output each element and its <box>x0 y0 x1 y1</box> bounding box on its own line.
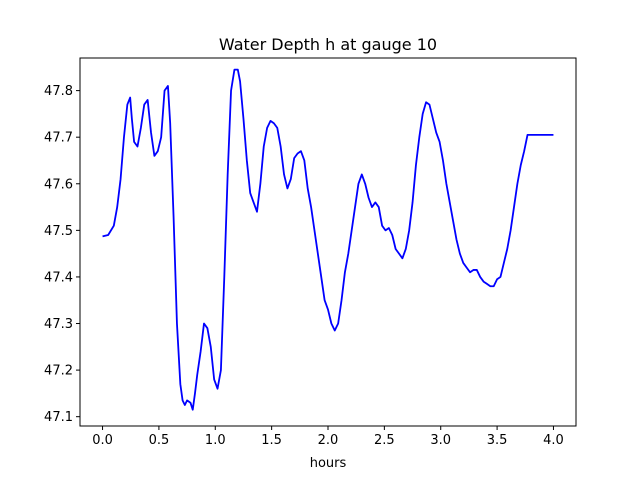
x-tick-label: 3.0 <box>430 433 451 448</box>
y-tick-label: 47.3 <box>44 317 73 332</box>
x-axis-ticks: 0.0 0.5 1.0 1.5 2.0 2.5 3.0 3.5 4.0 <box>92 426 564 448</box>
y-tick-label: 47.5 <box>44 224 73 239</box>
y-tick-label: 47.2 <box>44 364 73 379</box>
x-tick-label: 2.0 <box>318 433 339 448</box>
series-layer <box>102 68 554 411</box>
y-axis-ticks: 47.1 47.2 47.3 47.4 47.5 47.6 47.7 47.8 <box>44 84 80 425</box>
y-tick-label: 47.4 <box>44 270 73 285</box>
x-tick-label: 0.5 <box>149 433 170 448</box>
x-tick-label: 2.5 <box>374 433 395 448</box>
x-tick-label: 0.0 <box>92 433 113 448</box>
series-line-0 <box>102 68 554 411</box>
x-tick-label: 3.5 <box>487 433 508 448</box>
y-tick-label: 47.7 <box>44 131 73 146</box>
x-tick-label: 1.5 <box>261 433 282 448</box>
y-tick-label: 47.6 <box>44 177 73 192</box>
x-axis-label: hours <box>310 456 347 471</box>
x-tick-label: 1.0 <box>205 433 226 448</box>
x-tick-label: 4.0 <box>543 433 564 448</box>
y-tick-label: 47.8 <box>44 84 73 99</box>
y-tick-label: 47.1 <box>44 410 73 425</box>
chart-title: Water Depth h at gauge 10 <box>219 35 437 54</box>
